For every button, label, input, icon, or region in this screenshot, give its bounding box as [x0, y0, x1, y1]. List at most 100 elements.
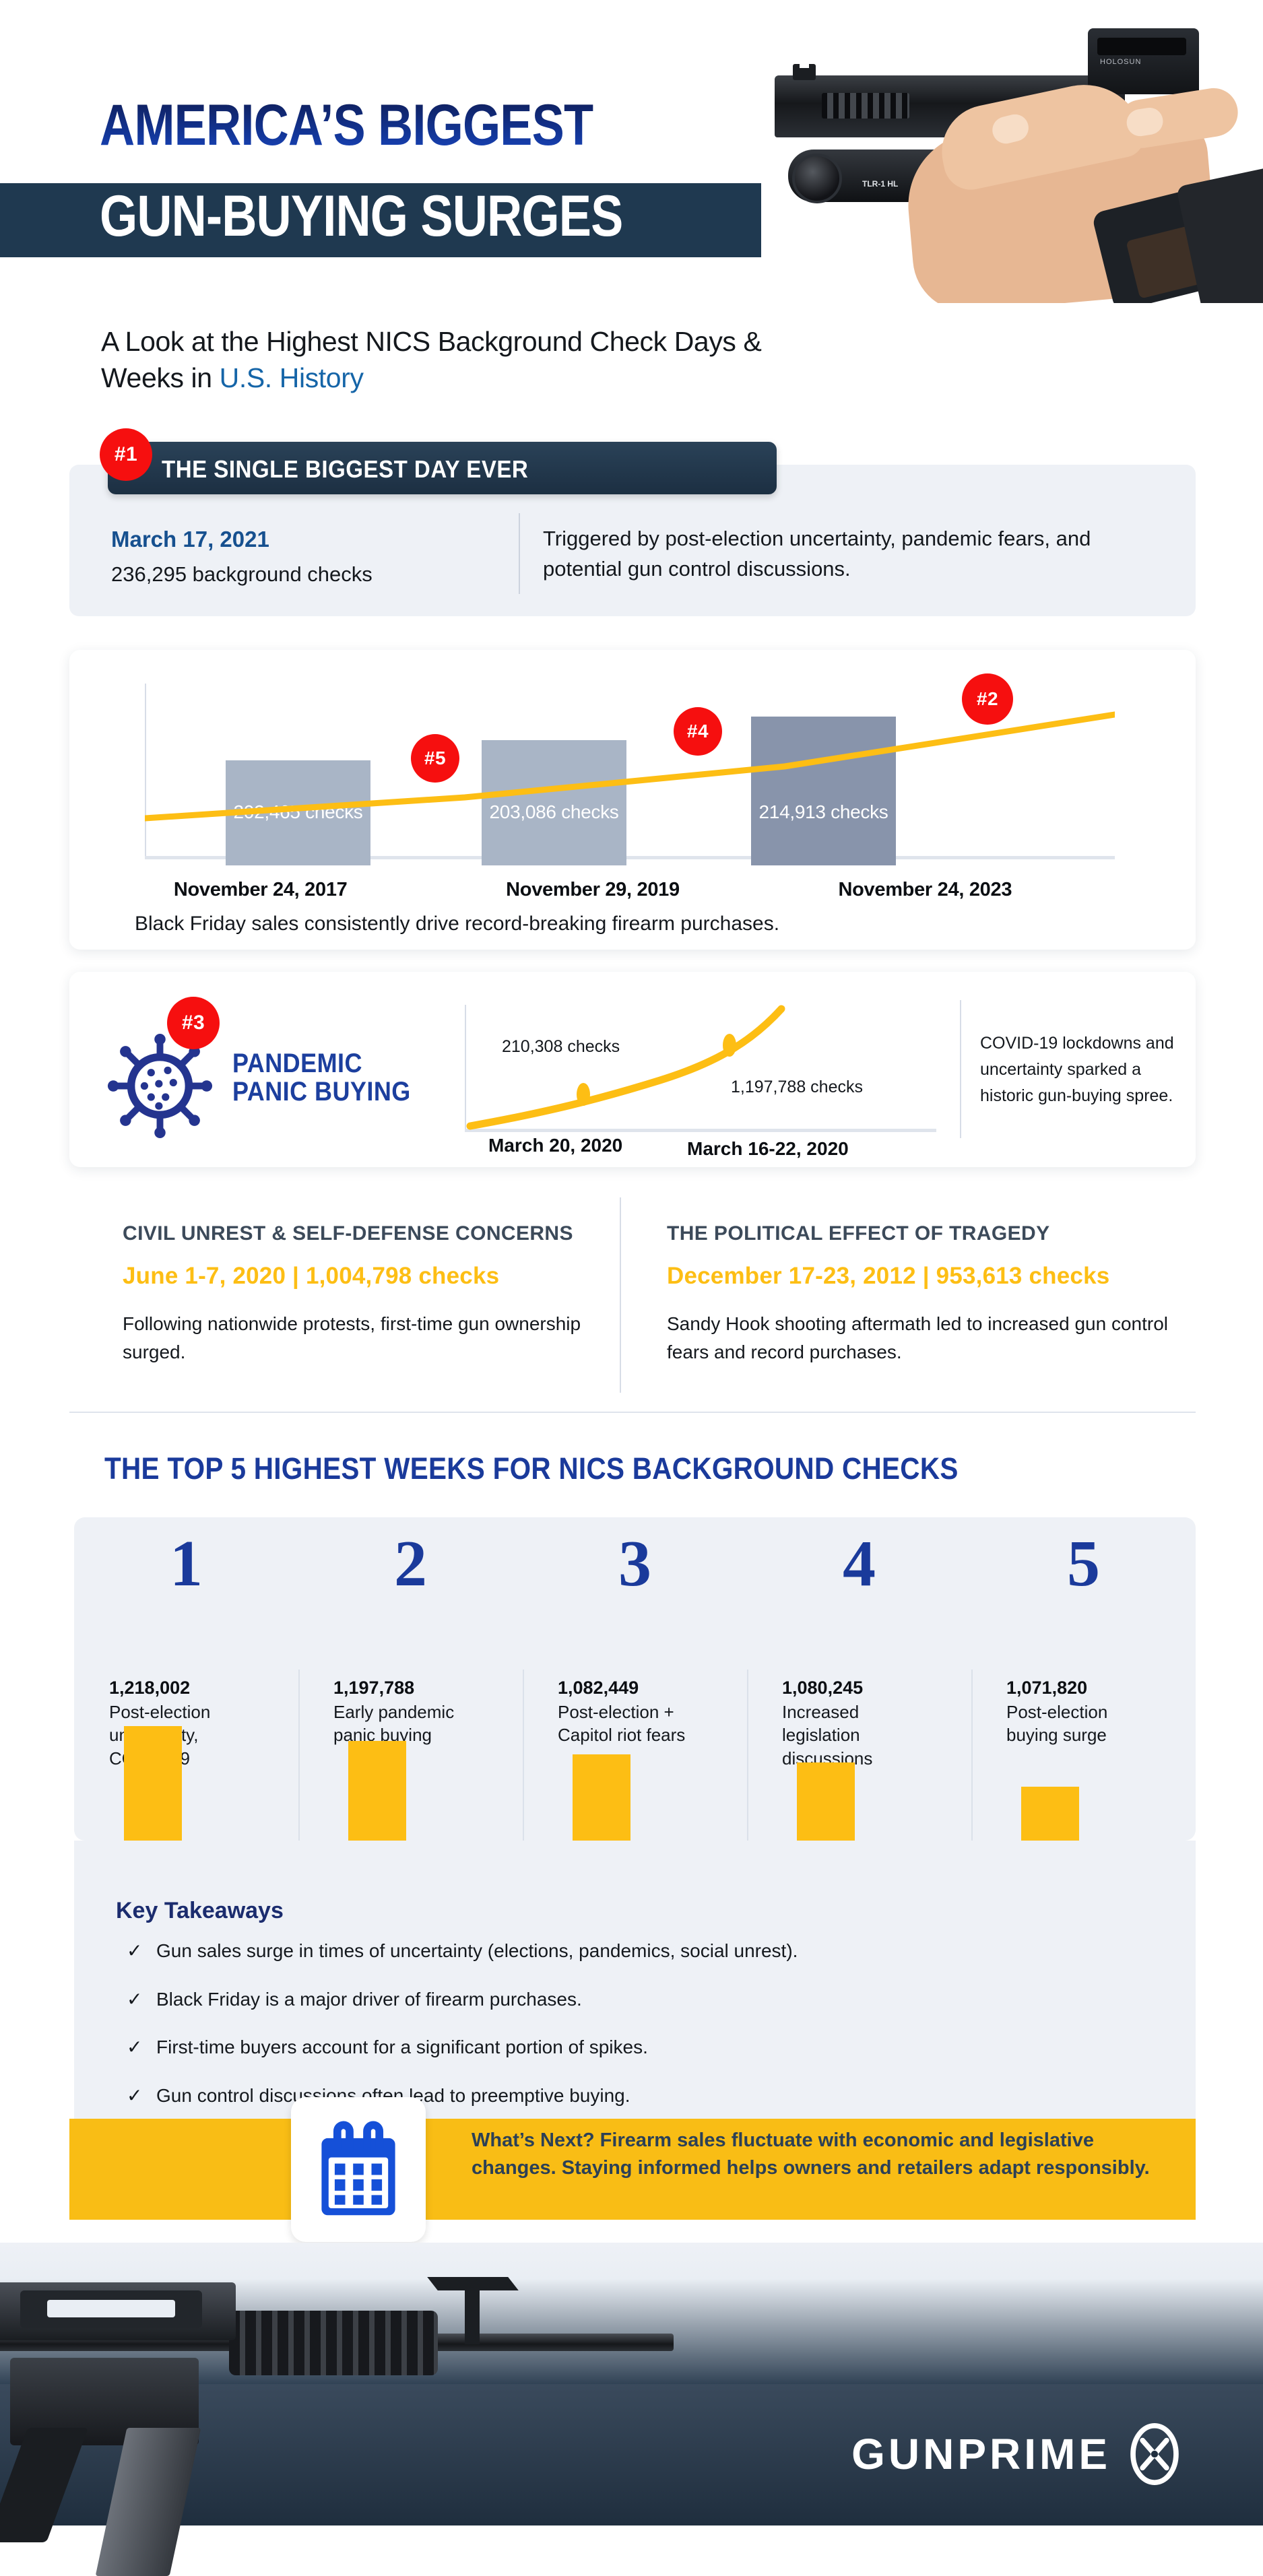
weapon-light-brand-label: TLR-1 HL [862, 179, 899, 189]
calendar-icon [321, 2121, 395, 2216]
key-takeaways-panel [74, 1841, 1196, 2123]
horizontal-divider [69, 1412, 1196, 1413]
bar-value-label: 214,913 checks [758, 801, 888, 822]
pistol-photo: HOLOSUN TLR-1 HL [751, 0, 1263, 303]
rank-badge-5: #5 [411, 734, 459, 783]
page-title-line1: AMERICA’S BIGGEST [100, 93, 593, 158]
black-friday-caption: Black Friday sales consistently drive re… [135, 913, 780, 935]
page-subtitle: A Look at the Highest NICS Background Ch… [101, 323, 808, 396]
bar [1021, 1787, 1079, 1841]
week-total-value: 1,218,002 [109, 1678, 191, 1698]
finger-shape [1113, 84, 1241, 152]
check-icon: ✓ [127, 2037, 143, 2058]
calendar-icon-box [291, 2097, 426, 2242]
title-band [0, 183, 761, 257]
bar [573, 1754, 630, 1841]
hero-header: HOLOSUN TLR-1 HL AMERICA’S BIGGEST GUN-B… [0, 0, 1263, 317]
column-civil-unrest: CIVIL UNREST & SELF-DEFENSE CONCERNS Jun… [123, 1222, 587, 1366]
bar [797, 1762, 855, 1841]
top5-column: 5 1,071,820 Post-election buying surge [971, 1517, 1196, 1841]
optic-brand-label: HOLOSUN [1100, 58, 1142, 66]
bar-value-label: 203,086 checks [489, 801, 619, 822]
takeaway-text: Black Friday is a major driver of firear… [156, 1988, 582, 2010]
column-stat: June 1-7, 2020 | 1,004,798 checks [123, 1263, 500, 1289]
footer-bar [0, 2384, 1263, 2525]
x-axis-label: November 24, 2017 [173, 879, 348, 900]
week-total-value: 1,197,788 [333, 1678, 415, 1698]
rank-number: 3 [618, 1527, 651, 1600]
whats-next-text: What’s Next? Firearm sales fluctuate wit… [472, 2129, 1150, 2179]
bar [124, 1726, 182, 1841]
vertical-divider [519, 513, 520, 594]
rank-badge-1: #1 [100, 428, 152, 481]
black-friday-x-labels: November 24, 2017 November 29, 2019 Novemb… [94, 879, 1091, 901]
week-description: Post-election buying surge [1006, 1702, 1108, 1746]
check-icon: ✓ [127, 1940, 143, 1961]
bar-value-label: 202,465 checks [233, 801, 363, 822]
top5-column: 4 1,080,245 Increased legislation discussi… [747, 1517, 971, 1841]
rifle-magazine-shape [95, 2428, 201, 2576]
subtitle-highlight: U.S. History [219, 362, 364, 394]
x-axis-label: November 29, 2019 [506, 879, 680, 900]
week-description: Early pandemic panic buying [333, 1702, 455, 1746]
gunprime-crosshair-icon [1130, 2423, 1179, 2485]
fingernail-shape [1124, 106, 1165, 139]
rifle-upper-receiver-shape [0, 2282, 236, 2340]
page-title-line2: GUN-BUYING SURGES [100, 184, 623, 249]
week-total-value: 1,080,245 [782, 1678, 864, 1698]
chart-x-axis [145, 856, 1115, 859]
bar: 214,913 checks [751, 717, 896, 865]
rank-badge-2: #2 [962, 673, 1013, 725]
rifle-handguard-shape [229, 2311, 438, 2375]
column-heading: CIVIL UNREST & SELF-DEFENSE CONCERNS [123, 1222, 573, 1245]
check-icon: ✓ [127, 2084, 143, 2106]
subtitle-text: A Look at the Highest NICS Background Ch… [101, 326, 762, 394]
key-takeaways-heading: Key Takeaways [116, 1898, 284, 1923]
whats-next-banner [69, 2119, 1196, 2220]
list-item: ✓ Gun control discussions often lead to p… [127, 2084, 1137, 2107]
takeaway-text: Gun sales surge in times of uncertainty … [156, 1940, 798, 1961]
top5-heading: THE TOP 5 HIGHEST WEEKS FOR NICS BACKGRO… [104, 1451, 959, 1486]
data-point-marker [577, 1083, 590, 1106]
list-item: ✓ First-time buyers account for a signifi… [127, 2036, 1137, 2059]
rank-number: 5 [1067, 1527, 1100, 1600]
week-description: Increased legislation discussions [782, 1702, 873, 1769]
bar [348, 1741, 406, 1841]
chart-x-axis [465, 1129, 936, 1132]
pandemic-title: PANDEMIC PANIC BUYING [232, 1049, 411, 1106]
vertical-divider [620, 1197, 621, 1393]
rifle-front-sight-shape [465, 2277, 480, 2344]
rank-badge-3: #3 [167, 997, 220, 1049]
vertical-divider [960, 1000, 961, 1138]
rank-number: 1 [170, 1527, 203, 1600]
column-heading: THE POLITICAL EFFECT OF TRAGEDY [667, 1222, 1050, 1245]
pandemic-x-label-day: March 20, 2020 [488, 1135, 623, 1156]
pandemic-week-value-label: 1,197,788 checks [731, 1078, 863, 1096]
brand-name: GUNPRIME [851, 2430, 1111, 2478]
key-takeaways-list: ✓ Gun sales surge in times of uncertainty… [127, 1940, 1137, 2132]
check-icon: ✓ [127, 1988, 143, 2010]
fingernail-shape [990, 111, 1032, 147]
rifle-photo [0, 2246, 687, 2576]
top5-column: 3 1,082,449 Post-election + Capitol riot f… [523, 1517, 747, 1841]
pistol-front-sight-shape [793, 60, 816, 80]
bar: 202,465 checks [226, 760, 370, 865]
pandemic-chart [465, 1005, 936, 1133]
column-stat: December 17-23, 2012 | 953,613 checks [667, 1263, 1110, 1289]
pandemic-day-value-label: 210,308 checks [502, 1037, 620, 1056]
chart-y-axis [145, 684, 146, 857]
coronavirus-icon [107, 1033, 213, 1139]
rank-number: 4 [843, 1527, 876, 1600]
list-item: ✓ Black Friday is a major driver of firea… [127, 1988, 1137, 2011]
pandemic-x-label-week: March 16-22, 2020 [687, 1138, 849, 1159]
pandemic-card [69, 972, 1196, 1167]
pandemic-curve [466, 1005, 785, 1130]
ribbon-title: THE SINGLE BIGGEST DAY EVER [162, 455, 529, 483]
brand-logo[interactable]: GUNPRIME [851, 2423, 1181, 2485]
data-point-marker [723, 1034, 736, 1057]
single-day-date: March 17, 2021 [111, 527, 269, 552]
column-body: Sandy Hook shooting aftermath led to inc… [667, 1313, 1169, 1362]
single-day-description: Triggered by post-election uncertainty, … [543, 527, 1091, 581]
